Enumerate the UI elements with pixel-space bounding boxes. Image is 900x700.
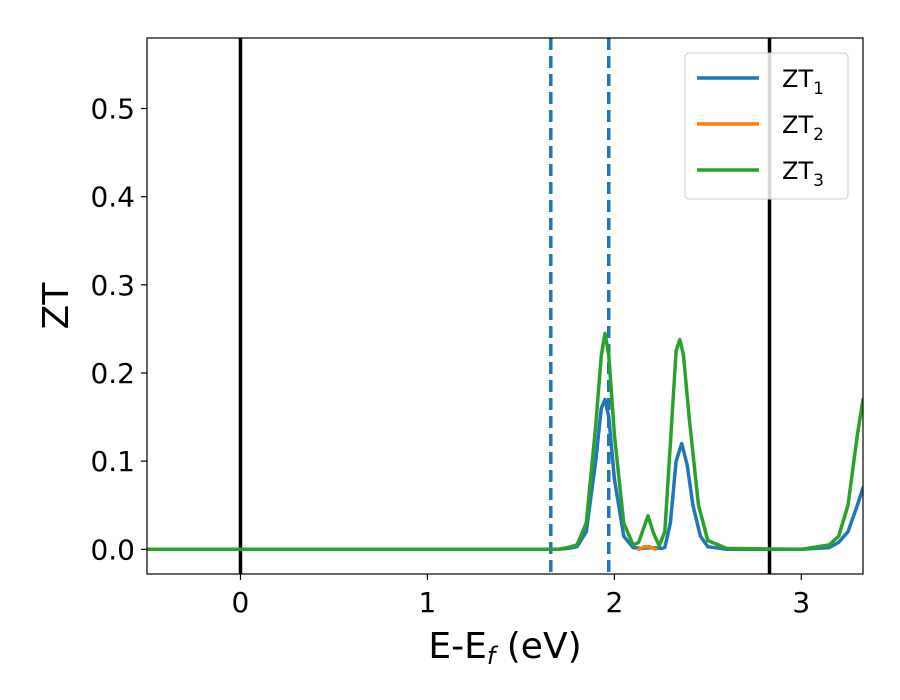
series-line-zt2 bbox=[636, 544, 658, 552]
y-tick-label: 0.1 bbox=[90, 445, 135, 478]
legend-label-zt1: ZT1 bbox=[782, 65, 824, 99]
y-tick-label: 0.0 bbox=[90, 533, 135, 566]
x-axis-label: E-Ef (eV) bbox=[428, 626, 581, 670]
legend: ZT1 ZT2 ZT3 bbox=[684, 52, 849, 200]
y-tick-label: 0.5 bbox=[90, 93, 135, 126]
legend-frame bbox=[684, 52, 849, 200]
y-tick-label: 0.3 bbox=[90, 269, 135, 302]
y-axis-ticks: 0.0 0.1 0.2 0.3 0.4 0.5 bbox=[90, 93, 147, 566]
x-tick-label: 2 bbox=[605, 586, 623, 619]
series-line-zt3 bbox=[147, 331, 863, 552]
series-layer bbox=[147, 331, 863, 552]
x-axis-label-main: E-E bbox=[428, 626, 486, 667]
plot-frame bbox=[146, 37, 864, 575]
legend-label-zt2: ZT2 bbox=[782, 111, 824, 145]
x-tick-label: 3 bbox=[792, 586, 810, 619]
x-axis-label-unit: (eV) bbox=[495, 626, 581, 667]
y-tick-label: 0.4 bbox=[90, 181, 135, 214]
x-tick-label: 1 bbox=[419, 586, 437, 619]
legend-label-zt3: ZT3 bbox=[782, 157, 824, 191]
y-tick-label: 0.2 bbox=[90, 357, 135, 390]
x-axis-ticks: 0 1 2 3 bbox=[232, 574, 810, 619]
x-tick-label: 0 bbox=[232, 586, 250, 619]
y-axis-label: ZT bbox=[36, 282, 77, 330]
